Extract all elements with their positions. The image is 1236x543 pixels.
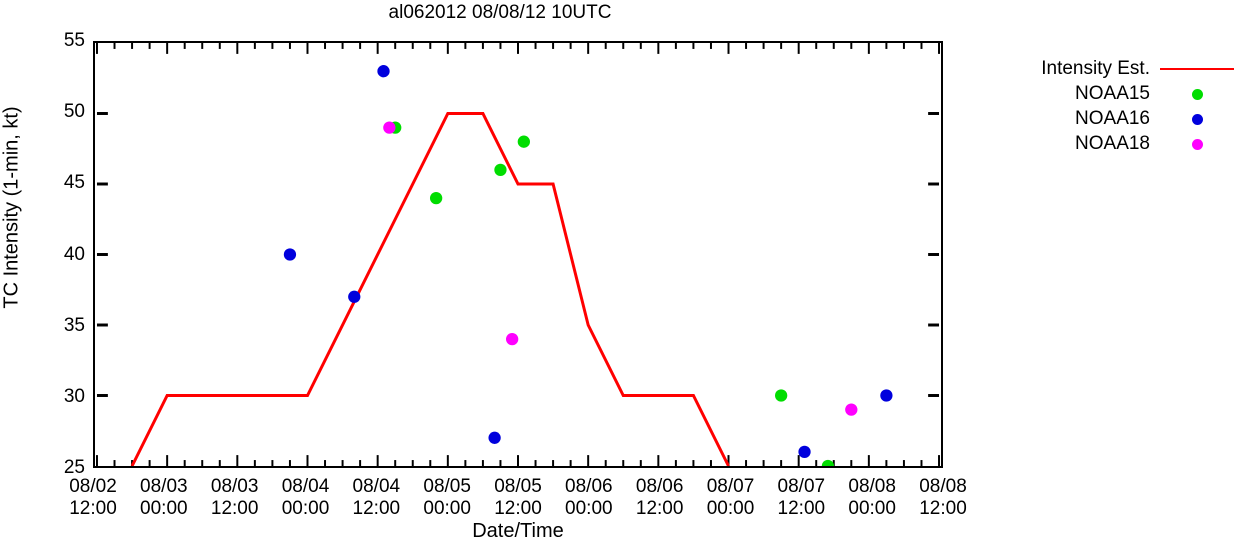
- legend: Intensity Est. NOAA15 NOAA16 NOAA18: [985, 56, 1236, 156]
- y-tick-label: 40: [63, 243, 85, 265]
- x-tick-date: 08/02: [69, 476, 117, 497]
- legend-item-noaa18[interactable]: NOAA18: [985, 131, 1236, 156]
- dot-glyph-icon: [1192, 88, 1203, 100]
- data-point-noaa18: [845, 403, 858, 416]
- x-tick-date: 08/07: [777, 476, 826, 497]
- data-point-noaa16: [283, 248, 297, 261]
- data-point-noaa15: [821, 459, 835, 466]
- dot-glyph-icon: [1192, 113, 1203, 125]
- legend-line-swatch: [1158, 59, 1236, 79]
- data-point-noaa18: [383, 121, 396, 134]
- x-tick-time: 12:00: [919, 498, 967, 519]
- x-tick-time: 00:00: [565, 498, 613, 519]
- legend-label: NOAA15: [1075, 83, 1150, 104]
- legend-item-noaa16[interactable]: NOAA16: [985, 106, 1236, 131]
- x-tick-label: 08/03 00:00: [104, 476, 224, 520]
- x-tick-label: 08/06 12:00: [600, 476, 720, 520]
- data-point-noaa16: [798, 445, 811, 459]
- x-tick-date: 08/04: [281, 476, 330, 497]
- y-axis-label: TC Intensity (1-min, kt): [0, 106, 23, 309]
- y-tick-label: 35: [63, 314, 85, 336]
- data-point-noaa15: [774, 389, 788, 402]
- x-tick-label: 08/04 12:00: [316, 476, 436, 520]
- x-tick-label: 08/06 00:00: [529, 476, 649, 520]
- y-tick-label: 25: [63, 457, 85, 478]
- x-tick-date: 08/06: [635, 476, 684, 497]
- legend-item-intensity-est[interactable]: Intensity Est.: [985, 56, 1236, 81]
- x-tick-time: 12:00: [210, 498, 259, 519]
- data-point-noaa16: [880, 389, 893, 402]
- x-tick-time: 00:00: [281, 498, 330, 519]
- data-point-noaa15: [517, 135, 530, 148]
- line-glyph-icon: [1160, 67, 1234, 70]
- x-tick-label: 08/07 12:00: [741, 476, 861, 520]
- x-tick-date: 08/03: [140, 476, 188, 497]
- x-tick-date: 08/03: [210, 476, 259, 497]
- x-tick-date: 08/06: [565, 476, 613, 497]
- legend-dot-swatch: [1158, 134, 1236, 154]
- data-point-noaa15: [494, 163, 507, 177]
- plot-canvas: [95, 43, 941, 466]
- data-point-noaa18: [506, 332, 519, 346]
- x-tick-label: 08/04 00:00: [246, 476, 366, 520]
- x-tick-label: 08/03 12:00: [175, 476, 295, 520]
- data-point-noaa15: [429, 191, 443, 205]
- legend-item-noaa15[interactable]: NOAA15: [985, 81, 1236, 106]
- x-tick-date: 08/08: [919, 476, 967, 497]
- x-tick-label: 08/02 12:00: [33, 476, 153, 520]
- x-tick-time: 12:00: [352, 498, 401, 519]
- legend-label: NOAA18: [1075, 133, 1150, 154]
- legend-label: Intensity Est.: [1041, 58, 1150, 79]
- x-tick-label: 08/07 00:00: [671, 476, 791, 520]
- x-tick-time: 00:00: [423, 498, 471, 519]
- legend-dot-swatch: [1158, 109, 1236, 129]
- x-tick-label: 08/05 00:00: [387, 476, 507, 520]
- x-tick-time: 12:00: [494, 498, 542, 519]
- x-tick-label: 08/05 12:00: [458, 476, 578, 520]
- x-tick-time: 12:00: [635, 498, 684, 519]
- legend-label: NOAA16: [1075, 108, 1150, 129]
- dot-glyph-icon: [1192, 138, 1203, 150]
- data-point-noaa16: [488, 431, 501, 444]
- y-tick-label: 30: [63, 385, 85, 407]
- series-line-intensity-est: [130, 112, 730, 466]
- x-tick-date: 08/07: [706, 476, 755, 497]
- x-tick-label: 08/08 00:00: [812, 476, 932, 520]
- x-tick-time: 00:00: [848, 498, 896, 519]
- x-tick-date: 08/05: [494, 476, 542, 497]
- x-tick-label: 08/08 12:00: [883, 476, 1003, 520]
- data-point-noaa16: [348, 290, 361, 303]
- x-axis-label: Date/Time: [472, 520, 564, 542]
- x-tick-date: 08/08: [848, 476, 896, 497]
- x-tick-date: 08/04: [352, 476, 401, 497]
- x-tick-time: 12:00: [777, 498, 826, 519]
- y-tick-label: 55: [63, 30, 85, 51]
- plot-area: [93, 41, 943, 468]
- data-point-noaa16: [377, 65, 390, 78]
- x-tick-time: 12:00: [69, 498, 117, 519]
- x-tick-time: 00:00: [706, 498, 755, 519]
- page-title: al062012 08/08/12 10UTC: [388, 2, 612, 23]
- legend-dot-swatch: [1158, 84, 1236, 104]
- y-tick-label: 45: [63, 172, 85, 194]
- y-tick-label: 50: [63, 101, 85, 123]
- x-tick-date: 08/05: [423, 476, 471, 497]
- x-tick-time: 00:00: [140, 498, 188, 519]
